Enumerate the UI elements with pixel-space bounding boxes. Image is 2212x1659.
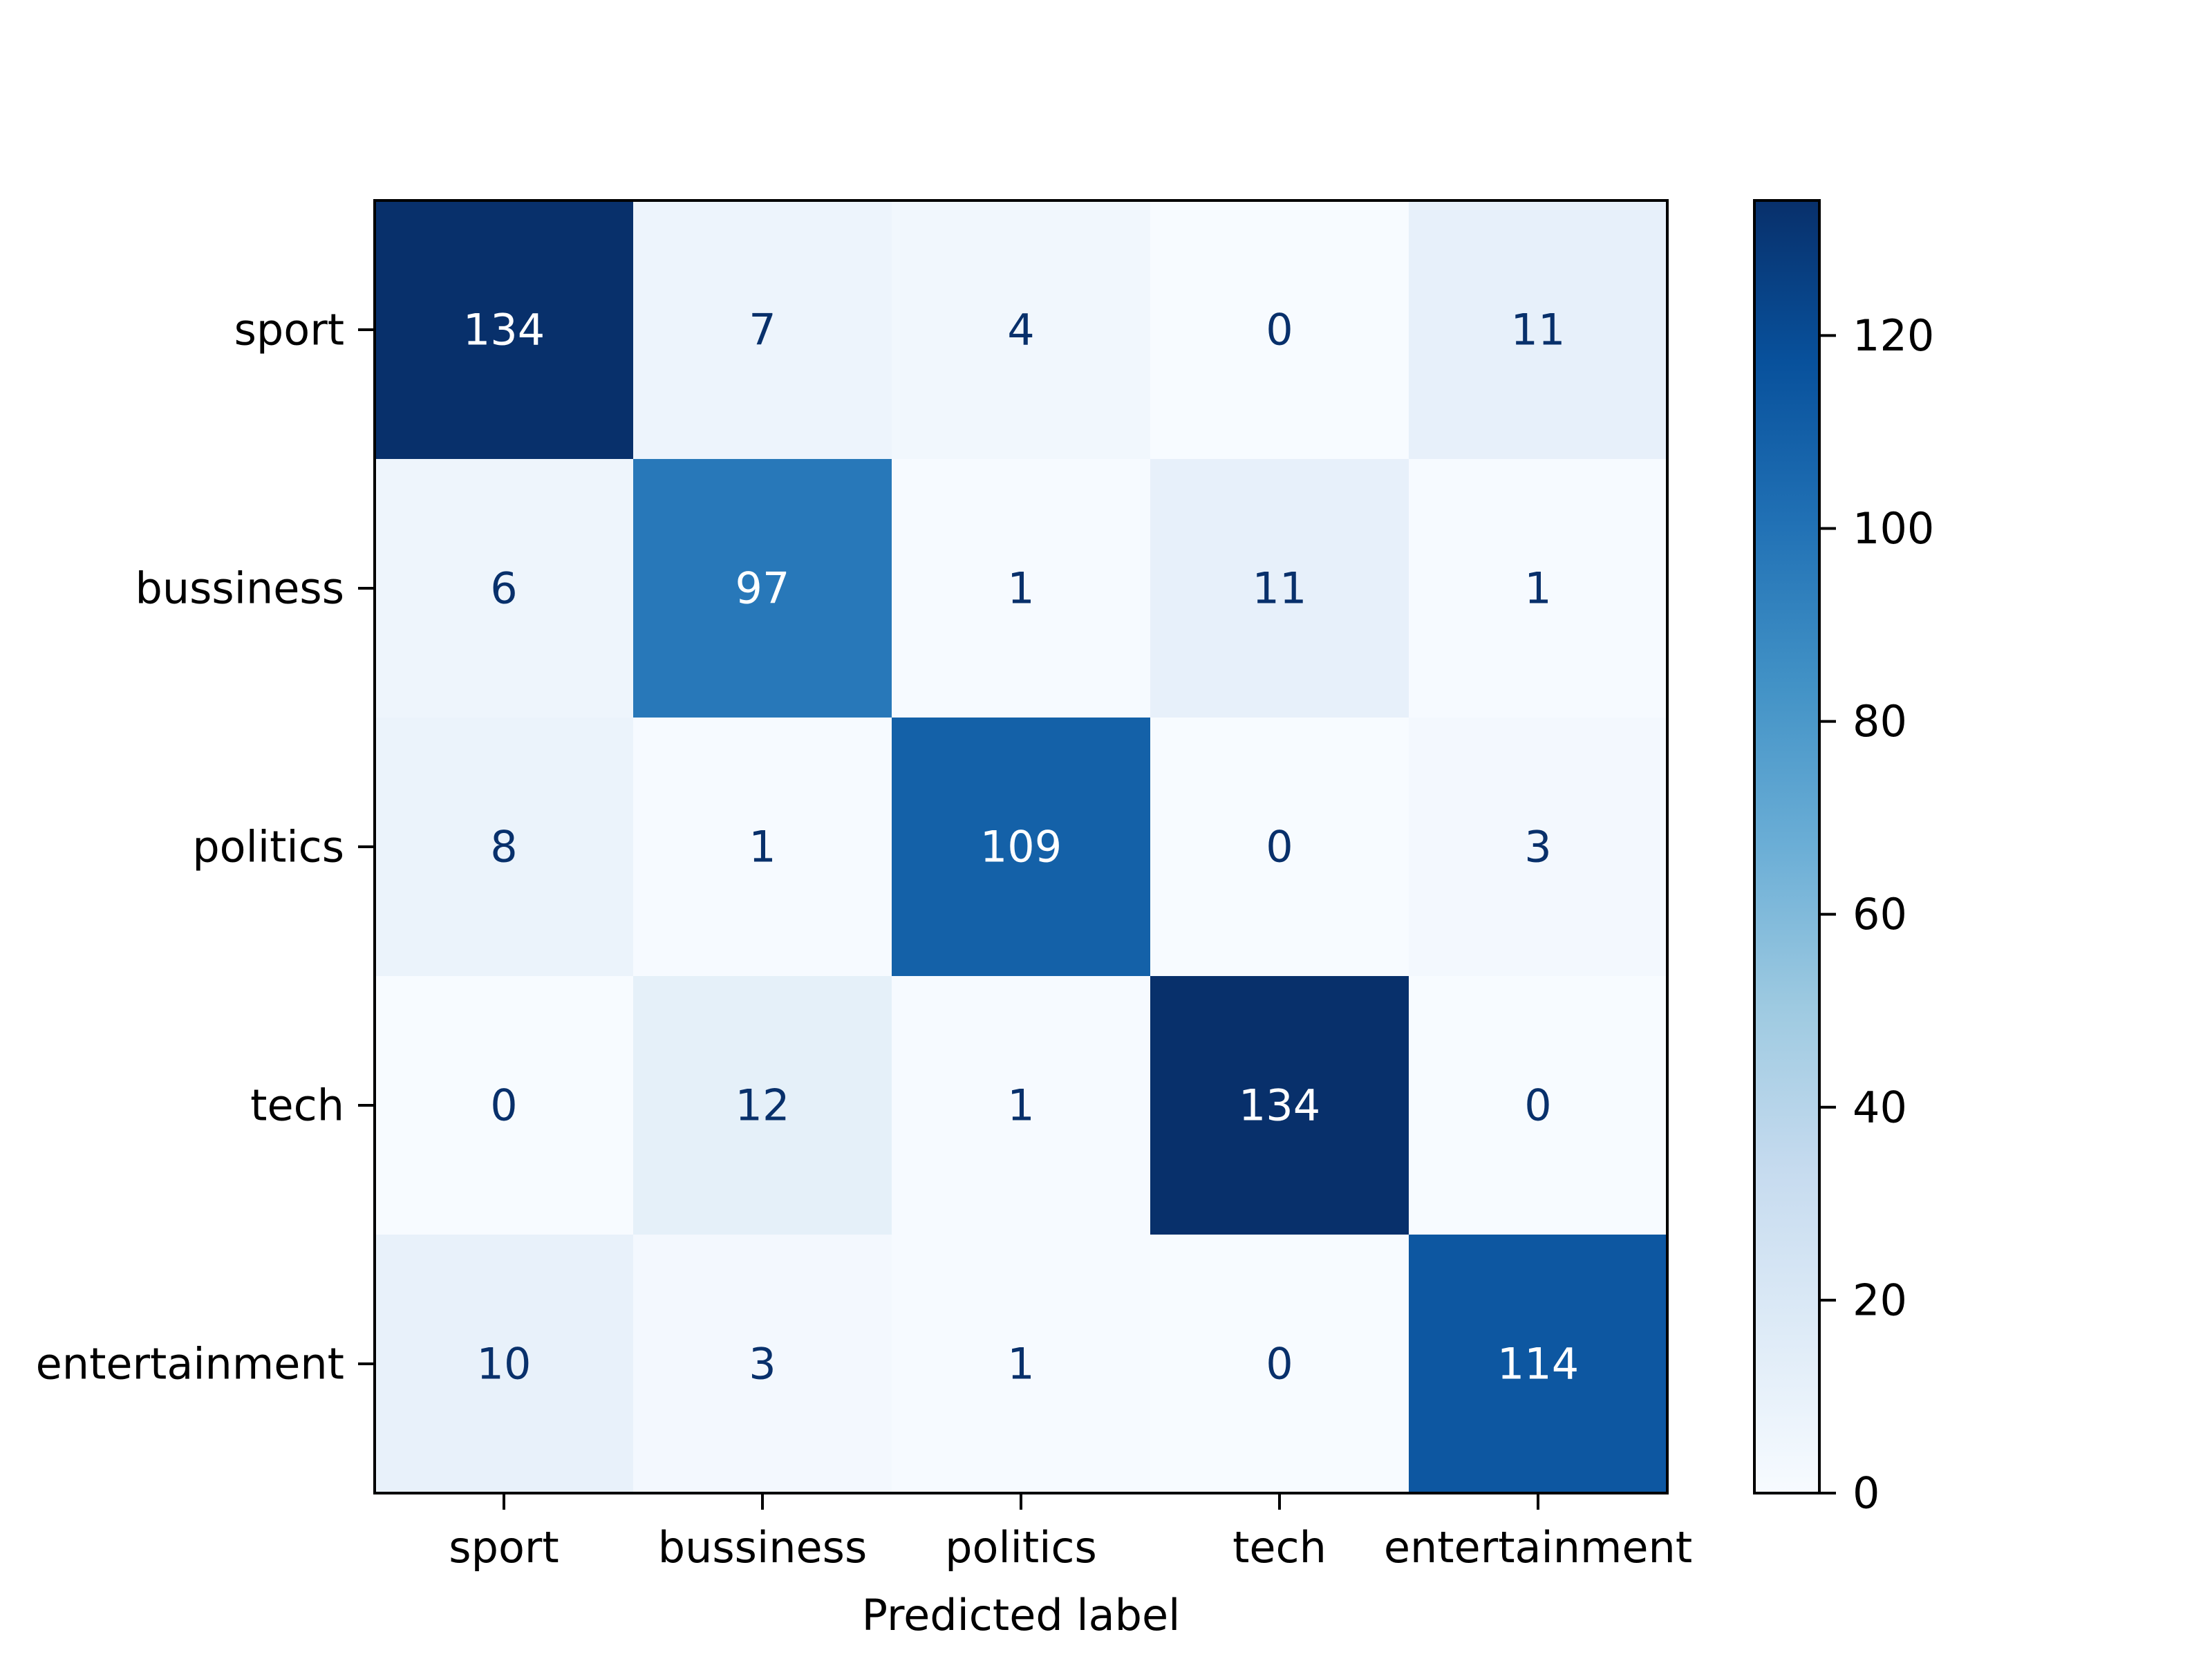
x-tick-label: entertainment	[1384, 1522, 1692, 1573]
cell-value-label: 4	[1007, 305, 1034, 355]
heatmap-cell	[1150, 1235, 1409, 1494]
cell-value-label: 7	[749, 305, 776, 355]
heatmap-cell	[892, 718, 1151, 977]
cell-value-label: 8	[490, 822, 517, 872]
colorbar-tick-label: 0	[1853, 1468, 1880, 1519]
heatmap-cell	[633, 718, 892, 977]
heatmap-cell	[633, 459, 892, 718]
heatmap-cell	[1150, 200, 1409, 460]
cell-value-label: 3	[1524, 822, 1551, 872]
y-tick-label: politics	[192, 822, 344, 872]
cell-value-label: 11	[1253, 563, 1307, 614]
matrix-frame	[373, 199, 1669, 1494]
colorbar-tick-label: 100	[1853, 503, 1934, 554]
heatmap-cell	[375, 1235, 634, 1494]
cell-value-label: 6	[490, 563, 517, 614]
colorbar-tick-label: 80	[1853, 696, 1907, 747]
y-tick-label: sport	[234, 305, 344, 355]
cell-value-label: 1	[1007, 1339, 1034, 1389]
heatmap-cell	[375, 200, 634, 460]
cell-value-label: 1	[1524, 563, 1551, 614]
x-tick-label: tech	[1232, 1522, 1327, 1573]
cell-value-label: 10	[477, 1339, 532, 1389]
heatmap-cell	[375, 718, 634, 977]
cell-value-label: 0	[1266, 305, 1293, 355]
cell-value-label: 0	[490, 1080, 517, 1131]
cell-value-label: 134	[463, 305, 545, 355]
heatmap-cell	[1150, 976, 1409, 1235]
heatmap-cells: 134 7 4 0 116 97 1 11 18 1 109 0 30 12 1 134 010 3 1 0 114	[375, 200, 1668, 1494]
colorbar-tick-label: 120	[1853, 310, 1934, 361]
heatmap-cell	[1409, 976, 1668, 1235]
heatmap-cell	[1150, 718, 1409, 977]
heatmap-cell	[892, 1235, 1151, 1494]
x-tick-label: politics	[945, 1522, 1097, 1573]
colorbar-tick-label: 60	[1853, 889, 1907, 939]
heatmap-cell	[1409, 200, 1668, 460]
x-axis-label: Predicted label	[862, 1590, 1181, 1640]
cell-value-label: 3	[749, 1339, 776, 1389]
heatmap-cell	[892, 976, 1151, 1235]
cell-value-label: 12	[735, 1080, 790, 1131]
heatmap-cell	[375, 459, 634, 718]
colorbar-tick-label: 40	[1853, 1082, 1907, 1132]
cell-value-label: 1	[1007, 563, 1034, 614]
cell-value-label: 114	[1497, 1339, 1579, 1389]
x-tick-label: bussiness	[658, 1522, 868, 1573]
cell-value-label: 11	[1511, 305, 1566, 355]
heatmap-cell	[892, 200, 1151, 460]
cell-value-label: 0	[1524, 1080, 1551, 1131]
heatmap-cell	[892, 459, 1151, 718]
heatmap-cell	[375, 976, 634, 1235]
heatmap-cell	[1409, 459, 1668, 718]
colorbar-gradient	[1753, 199, 1821, 1494]
heatmap-cell	[1409, 718, 1668, 977]
y-tick-label: entertainment	[36, 1339, 344, 1389]
cell-value-label: 0	[1266, 822, 1293, 872]
cell-value-label: 97	[735, 563, 790, 614]
heatmap-cell	[633, 1235, 892, 1494]
heatmap-cell	[633, 200, 892, 460]
heatmap-cell	[1409, 1235, 1668, 1494]
colorbar: 0 20 40 60 80 100 120	[1753, 199, 1934, 1519]
cell-value-label: 134	[1239, 1080, 1320, 1131]
x-tick-label: sport	[449, 1522, 559, 1573]
y-tick-label: tech	[250, 1080, 344, 1131]
colorbar-tick-label: 20	[1853, 1275, 1907, 1325]
y-tick-label: bussiness	[135, 563, 344, 614]
cell-value-label: 1	[1007, 1080, 1034, 1131]
cell-value-label: 1	[749, 822, 776, 872]
cell-value-label: 109	[980, 822, 1062, 872]
cell-value-label: 0	[1266, 1339, 1293, 1389]
heatmap-cell	[633, 976, 892, 1235]
axis-ticks: sport bussiness politics tech entertainment s…	[36, 305, 1693, 1573]
heatmap-cell	[1150, 459, 1409, 718]
